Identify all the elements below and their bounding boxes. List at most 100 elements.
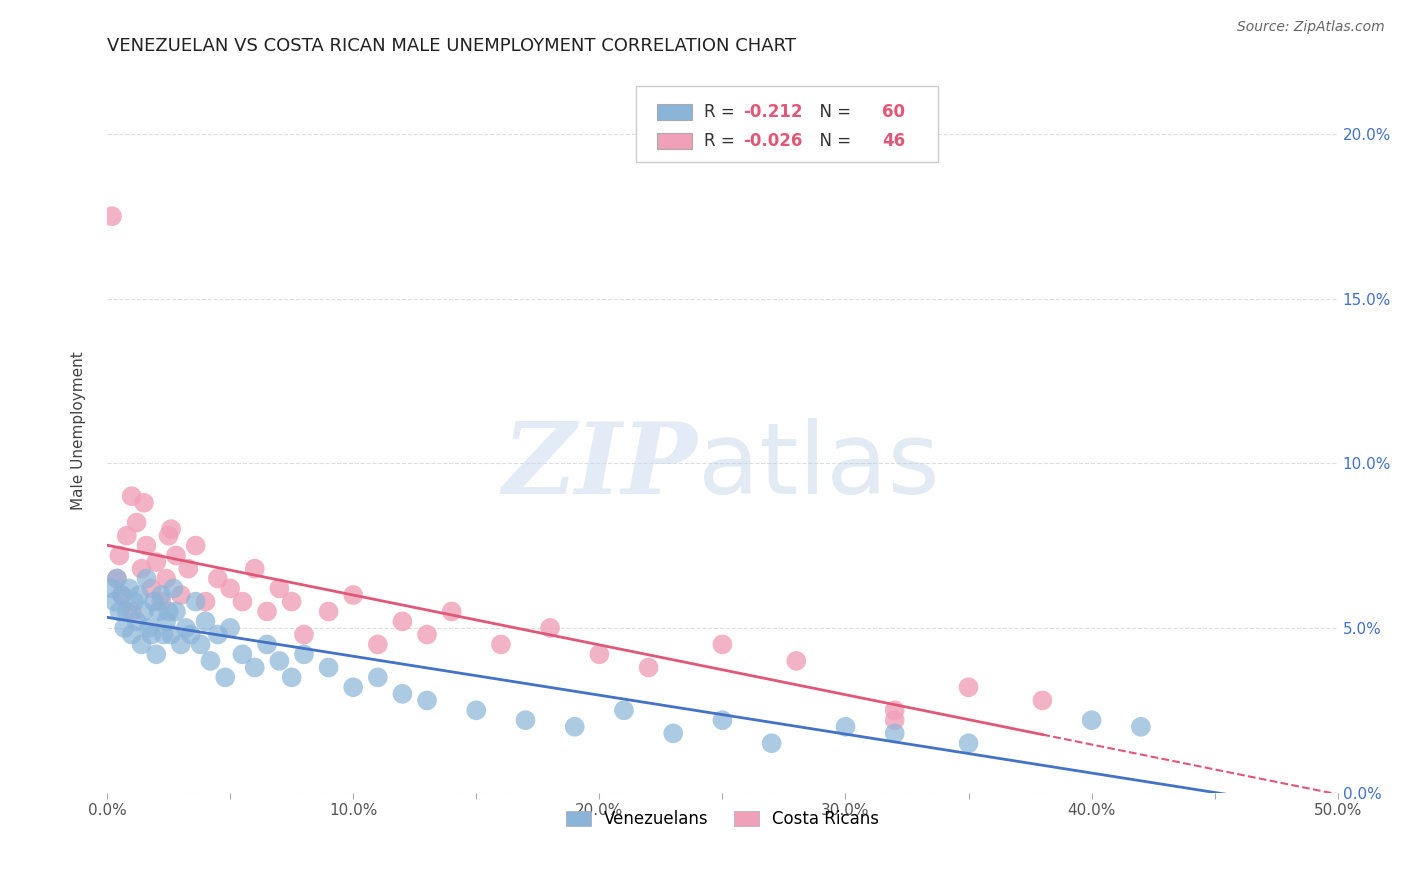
Point xyxy=(125,615,148,629)
Point xyxy=(637,660,659,674)
Point xyxy=(152,627,174,641)
Point xyxy=(269,654,291,668)
Point xyxy=(141,627,163,641)
Point xyxy=(141,582,163,596)
FancyBboxPatch shape xyxy=(657,134,692,149)
Point xyxy=(256,637,278,651)
Point xyxy=(101,582,124,596)
Point xyxy=(132,605,155,619)
Point xyxy=(883,713,905,727)
Point xyxy=(318,660,340,674)
Text: R =: R = xyxy=(704,103,740,120)
Point xyxy=(231,648,253,662)
Text: R =: R = xyxy=(704,132,740,151)
Point xyxy=(157,605,180,619)
Point xyxy=(142,594,165,608)
Point xyxy=(957,680,980,694)
Point xyxy=(111,588,134,602)
Point xyxy=(280,594,302,608)
Point xyxy=(292,648,315,662)
Point xyxy=(170,588,193,602)
Point xyxy=(318,605,340,619)
Point xyxy=(138,621,160,635)
Point xyxy=(711,637,734,651)
Point xyxy=(184,539,207,553)
Text: VENEZUELAN VS COSTA RICAN MALE UNEMPLOYMENT CORRELATION CHART: VENEZUELAN VS COSTA RICAN MALE UNEMPLOYM… xyxy=(107,37,796,55)
Point xyxy=(108,605,131,619)
Point xyxy=(613,703,636,717)
Point xyxy=(103,594,125,608)
Point xyxy=(190,637,212,651)
Point xyxy=(155,572,177,586)
Point xyxy=(155,615,177,629)
Point xyxy=(194,615,217,629)
Point xyxy=(342,680,364,694)
Point xyxy=(957,736,980,750)
Text: N =: N = xyxy=(808,103,856,120)
Point xyxy=(184,594,207,608)
Point xyxy=(145,648,167,662)
Point xyxy=(170,637,193,651)
Point xyxy=(148,605,170,619)
Point xyxy=(292,627,315,641)
Point xyxy=(150,594,173,608)
Point xyxy=(111,588,134,602)
Point xyxy=(214,670,236,684)
Point xyxy=(177,562,200,576)
Point xyxy=(269,582,291,596)
Point xyxy=(391,687,413,701)
Point xyxy=(834,720,856,734)
Point xyxy=(115,605,138,619)
Point xyxy=(342,588,364,602)
Point xyxy=(256,605,278,619)
Point xyxy=(243,660,266,674)
Point xyxy=(200,654,222,668)
Point xyxy=(135,572,157,586)
Point xyxy=(231,594,253,608)
Point xyxy=(105,572,128,586)
Point xyxy=(121,627,143,641)
Text: 46: 46 xyxy=(883,132,905,151)
Point xyxy=(180,627,202,641)
Point xyxy=(440,605,463,619)
Point xyxy=(785,654,807,668)
Text: -0.212: -0.212 xyxy=(744,103,803,120)
Point xyxy=(538,621,561,635)
Point xyxy=(391,615,413,629)
Point xyxy=(118,582,141,596)
Point xyxy=(160,522,183,536)
Point xyxy=(883,726,905,740)
Point xyxy=(101,209,124,223)
Point xyxy=(131,637,153,651)
Point xyxy=(367,637,389,651)
Legend: Venezuelans, Costa Ricans: Venezuelans, Costa Ricans xyxy=(560,804,886,835)
Point xyxy=(465,703,488,717)
Point xyxy=(135,539,157,553)
Point xyxy=(105,572,128,586)
Point xyxy=(122,594,145,608)
FancyBboxPatch shape xyxy=(637,87,938,162)
Point xyxy=(115,529,138,543)
Point xyxy=(1080,713,1102,727)
Point xyxy=(489,637,512,651)
Point xyxy=(165,549,187,563)
Point xyxy=(1031,693,1053,707)
Text: Source: ZipAtlas.com: Source: ZipAtlas.com xyxy=(1237,20,1385,34)
Point xyxy=(662,726,685,740)
Point xyxy=(416,693,439,707)
Text: N =: N = xyxy=(808,132,856,151)
Point xyxy=(280,670,302,684)
Point xyxy=(145,555,167,569)
Point xyxy=(131,562,153,576)
Point xyxy=(564,720,586,734)
Point xyxy=(367,670,389,684)
FancyBboxPatch shape xyxy=(657,103,692,120)
Text: -0.026: -0.026 xyxy=(744,132,803,151)
Point xyxy=(112,621,135,635)
Point xyxy=(588,648,610,662)
Point xyxy=(761,736,783,750)
Point xyxy=(162,582,184,596)
Point xyxy=(150,588,173,602)
Point xyxy=(194,594,217,608)
Point xyxy=(207,572,229,586)
